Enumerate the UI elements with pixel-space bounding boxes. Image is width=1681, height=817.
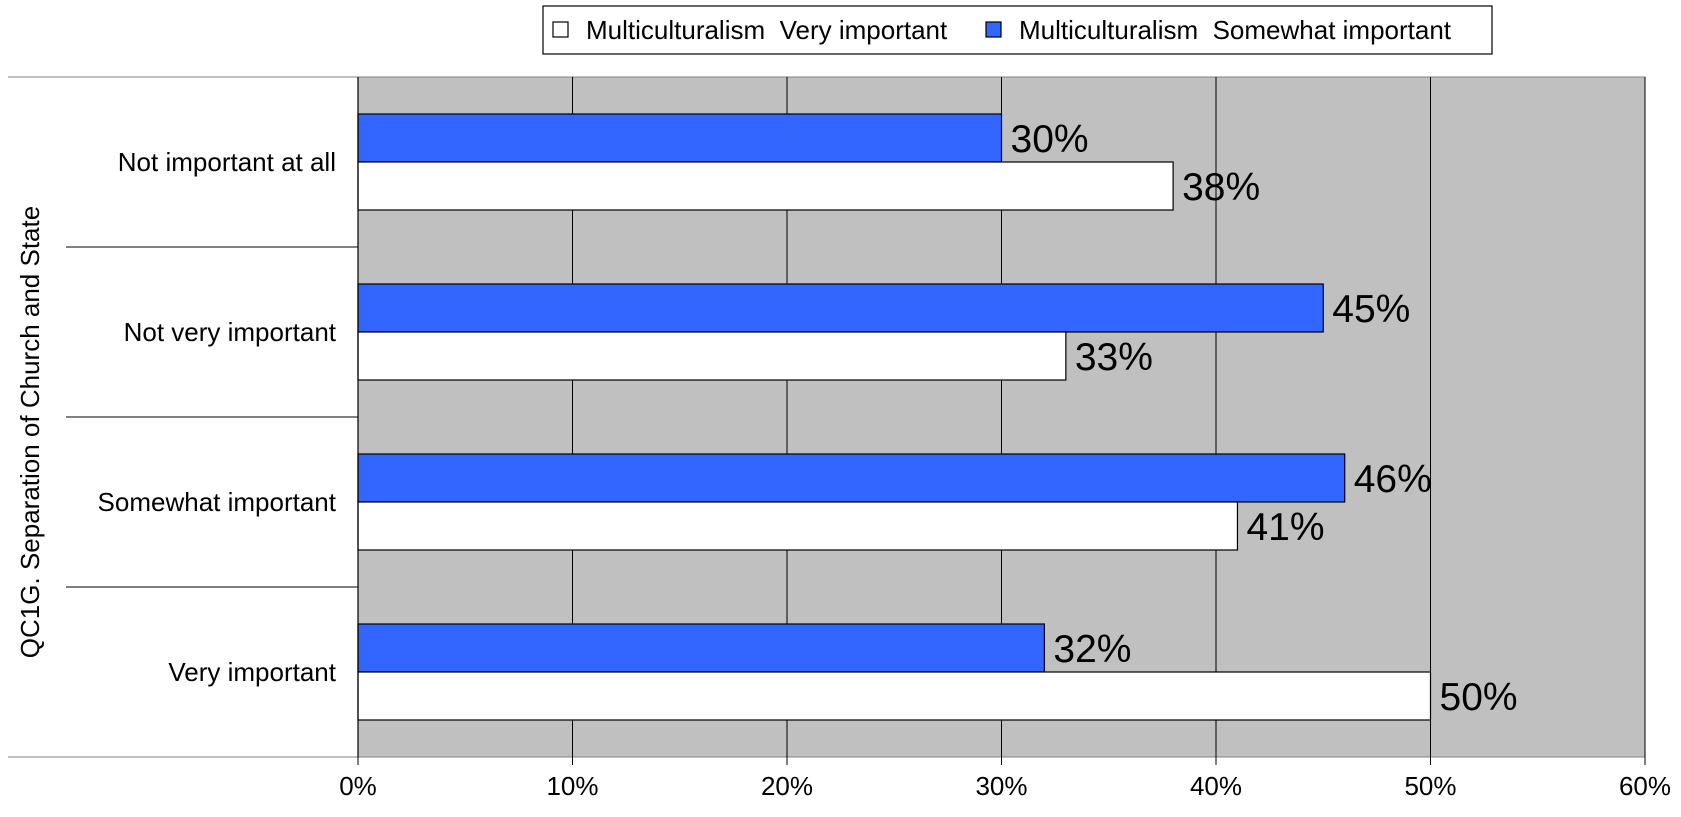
data-label: 46%: [1354, 458, 1432, 501]
x-tick-label: 30%: [975, 771, 1027, 801]
legend: Multiculturalism Very important Multicult…: [542, 5, 1493, 55]
legend-box: [542, 5, 1493, 55]
data-labels: 30% 38% 45% 33% 46% 41% 32% 50%: [1011, 118, 1518, 719]
bar-somewhat-important: [357, 453, 1346, 503]
bar-very-important: [357, 671, 1432, 721]
bar-somewhat-important: [357, 283, 1324, 333]
bar-somewhat-important: [357, 113, 1003, 163]
x-tick-label: 40%: [1190, 771, 1242, 801]
y-tick-label: Not very important: [124, 317, 337, 347]
data-label: 30%: [1011, 118, 1089, 161]
y-tick-label: Very important: [168, 657, 336, 687]
data-label: 50%: [1440, 676, 1518, 719]
data-label: 32%: [1053, 628, 1131, 671]
bars: [357, 113, 1432, 721]
y-axis-title: QC1G. Separation of Church and State: [15, 206, 45, 658]
y-tick-label: Not important at all: [118, 147, 336, 177]
x-tick-label: 0%: [339, 771, 377, 801]
bar-somewhat-important: [357, 623, 1046, 673]
bar-very-important: [357, 161, 1174, 211]
x-tick-label: 60%: [1619, 771, 1671, 801]
data-label: 41%: [1246, 506, 1324, 549]
legend-label: Multiculturalism Somewhat important: [1019, 15, 1452, 45]
legend-swatch: [552, 21, 569, 38]
axes: Not important at all Not very important So…: [8, 76, 1671, 801]
y-tick-label: Somewhat important: [98, 487, 337, 517]
x-tick-label: 10%: [546, 771, 598, 801]
data-label: 45%: [1332, 288, 1410, 331]
bar-very-important: [357, 501, 1239, 551]
bar-very-important: [357, 331, 1067, 381]
legend-swatch: [985, 21, 1002, 38]
x-tick-label: 20%: [761, 771, 813, 801]
x-tick-label: 50%: [1404, 771, 1456, 801]
data-label: 33%: [1075, 336, 1153, 379]
legend-label: Multiculturalism Very important: [586, 15, 948, 45]
data-label: 38%: [1182, 166, 1260, 209]
